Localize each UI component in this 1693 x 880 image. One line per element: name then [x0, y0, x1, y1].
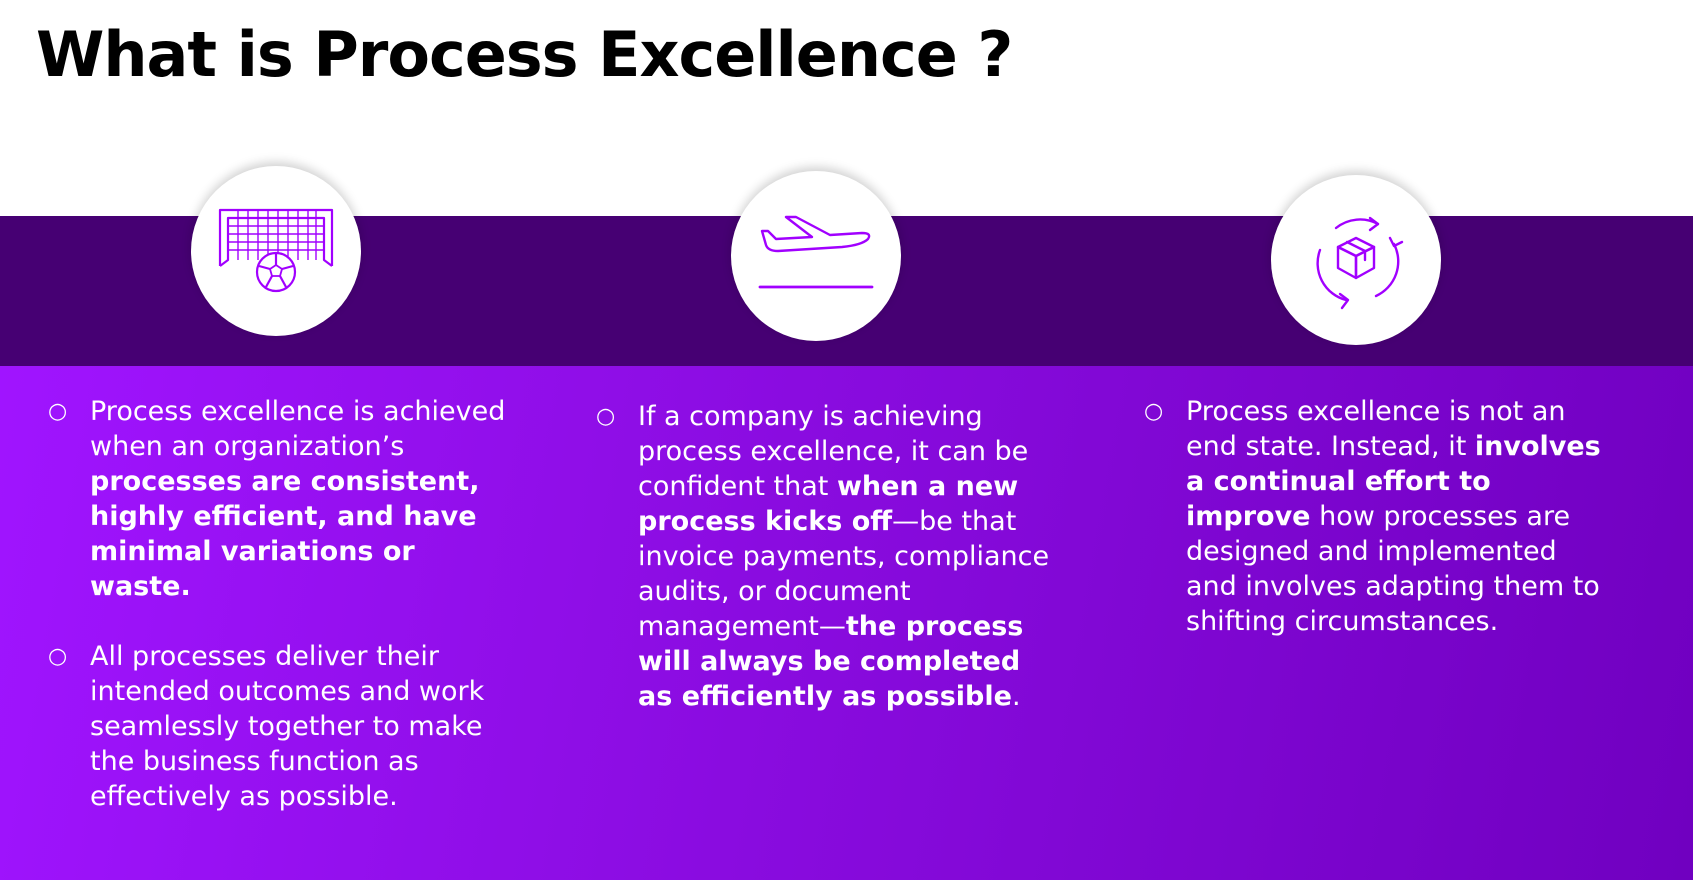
bullet-icon: ○ [1144, 399, 1164, 424]
bullet-icon: ○ [48, 644, 68, 669]
bullet-icon: ○ [596, 404, 616, 429]
goal-icon-circle [191, 166, 361, 336]
content-panel [0, 366, 1693, 880]
bullet-icon: ○ [48, 399, 68, 424]
cycle-icon-circle [1271, 175, 1441, 345]
list-item: ○ Process excellence is not an end state… [1144, 394, 1604, 639]
airplane-icon-circle [731, 171, 901, 341]
item-text: Process excellence is not an end state. … [1186, 396, 1601, 637]
list-item: ○ If a company is achieving process exce… [596, 399, 1056, 714]
box-cycle-icon [1316, 216, 1404, 310]
list-item: ○ Process excellence is achieved when an… [48, 394, 508, 604]
soccer-goal-icon [218, 208, 334, 293]
column-1: ○ Process excellence is achieved when an… [48, 394, 508, 849]
page-title: What is Process Excellence ? [36, 18, 1013, 91]
airplane-takeoff-icon [758, 215, 874, 289]
item-text: All processes deliver their intended out… [90, 641, 485, 812]
item-text: If a company is achieving process excell… [638, 401, 1050, 712]
item-text: Process excellence is achieved when an o… [90, 396, 506, 602]
column-2: ○ If a company is achieving process exce… [596, 399, 1056, 749]
list-item: ○ All processes deliver their intended o… [48, 639, 508, 814]
column-3: ○ Process excellence is not an end state… [1144, 394, 1604, 674]
